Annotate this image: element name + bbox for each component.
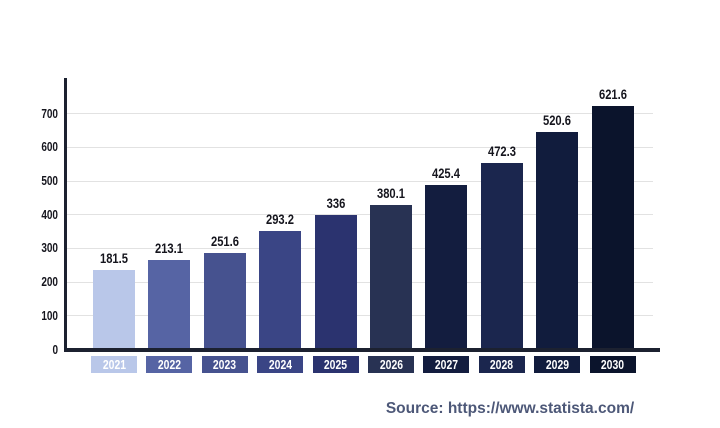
y-tick-label: 200 [41,275,58,290]
bar-value-label: 621.6 [598,85,627,102]
bar-value-label: 520.6 [543,112,572,129]
bar-2023 [203,253,246,351]
year-label: 2030 [601,356,625,372]
bar-2027 [425,185,468,351]
year-label: 2026 [379,356,403,372]
y-tick-label: 400 [41,207,58,222]
gridline [66,315,653,317]
y-tick-label: 100 [41,308,58,323]
bar-value-label: 251.6 [210,233,239,250]
y-tick-label: 600 [41,140,58,155]
year-label-chip: 2024 [257,355,304,373]
bar-2024 [259,230,302,351]
year-label: 2021 [102,356,126,372]
bar-2026 [370,204,412,351]
year-label: 2023 [213,356,237,372]
gridline [66,146,653,148]
bar-value-label: 213.1 [155,239,184,256]
gridline [66,180,653,182]
bar-2025 [314,214,357,351]
year-label-chip: 2027 [423,355,470,373]
year-label-chip: 2028 [478,355,525,373]
bar-2021 [93,270,135,351]
bar-2022 [148,259,191,351]
year-label-chip: 2029 [534,355,581,373]
y-tick-label: 300 [41,241,58,256]
bar-2030 [591,105,634,351]
year-label: 2028 [490,356,514,372]
bar-value-label: 181.5 [99,250,129,267]
year-label-chip: 2021 [91,355,137,373]
y-tick-label: 500 [41,174,58,188]
year-label-chip: 2030 [589,355,636,373]
year-label: 2022 [157,356,181,372]
gridline [66,113,653,115]
bar-2029 [536,132,579,351]
y-tick-label: 0 [52,342,58,357]
bar-value-label: 425.4 [432,165,461,182]
y-tick-label: 700 [41,106,58,121]
year-label: 2024 [268,356,292,372]
x-axis-line [64,348,660,352]
bar-value-label: 472.3 [487,143,516,160]
bar-value-label: 380.1 [376,184,406,201]
bar-value-label: 293.2 [266,210,295,227]
y-axis-line [64,78,67,352]
gridline [66,247,653,249]
source-text: Source: https://www.statista.com/ [385,400,635,417]
year-label-chip: 2022 [146,355,193,373]
year-label: 2029 [545,356,569,372]
gridline [66,281,653,283]
gridline [66,214,653,216]
bar-value-label: 336 [326,194,345,211]
bar-2028 [480,163,523,351]
year-label: 2025 [324,356,348,372]
year-label-chip: 2026 [368,355,414,373]
year-label: 2027 [434,356,458,372]
year-label-chip: 2023 [201,355,248,373]
year-label-chip: 2025 [312,355,359,373]
